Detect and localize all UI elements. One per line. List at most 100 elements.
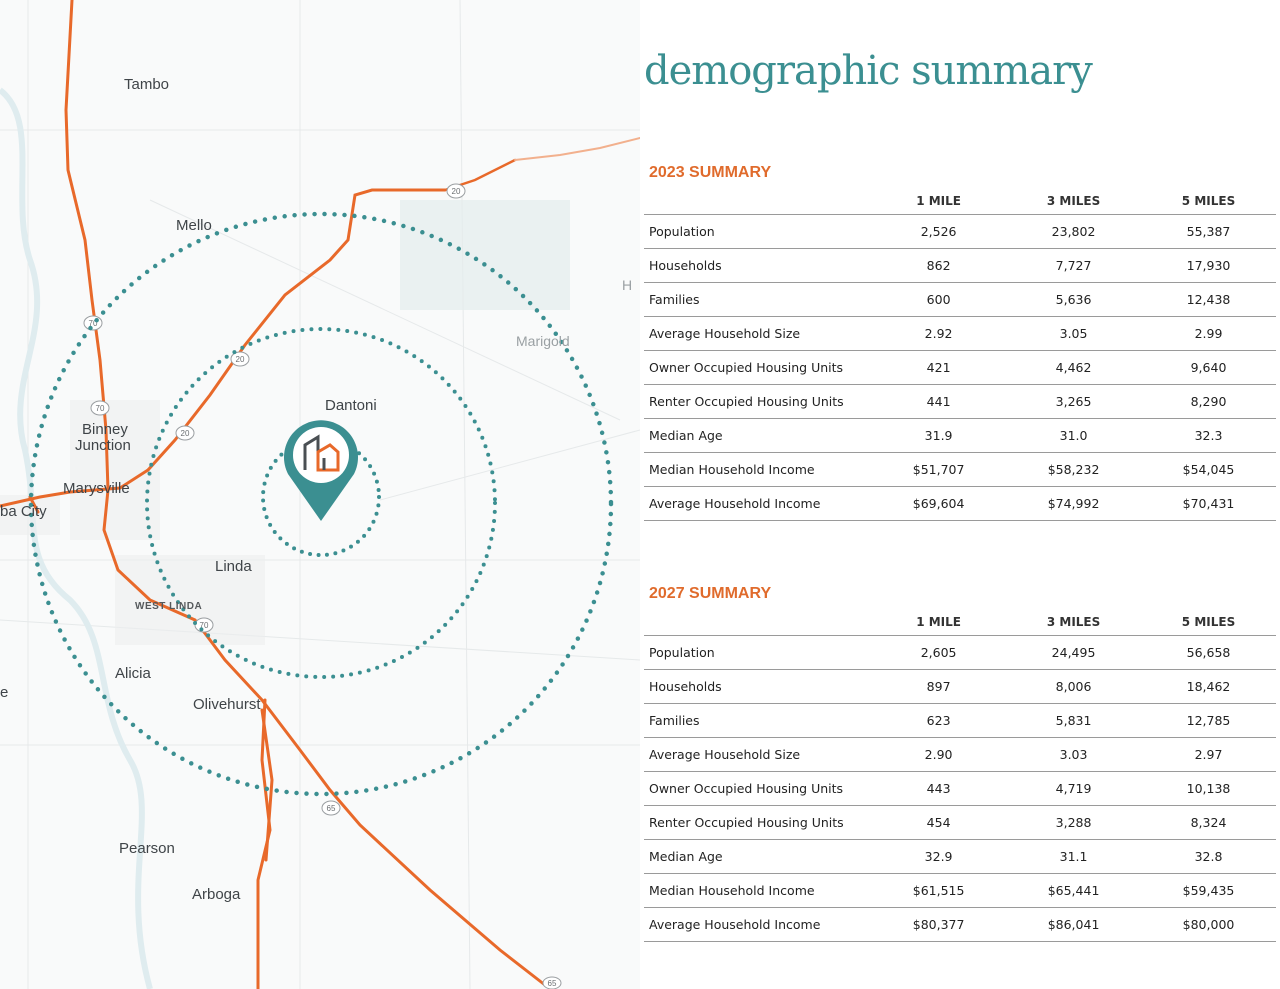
section-title-2027: 2027 SUMMARY xyxy=(649,585,772,602)
page-title: demographic summary xyxy=(644,48,1093,94)
value-3-miles: 31.0 xyxy=(1006,418,1142,453)
value-1-mile: 2.90 xyxy=(871,737,1007,772)
value-5-miles: $70,431 xyxy=(1141,486,1276,521)
column-header-label xyxy=(644,609,872,636)
value-1-mile: 441 xyxy=(871,384,1007,419)
route-shield-65: 65 xyxy=(321,800,341,816)
value-5-miles: $80,000 xyxy=(1141,907,1276,942)
value-3-miles: 3.03 xyxy=(1006,737,1142,772)
row-label: Average Household Size xyxy=(644,737,872,772)
table-row: Median Age 31.9 31.0 32.3 xyxy=(644,418,1276,453)
svg-text:70: 70 xyxy=(89,319,98,328)
value-3-miles: $58,232 xyxy=(1006,452,1142,487)
radius-ring-3-miles xyxy=(145,327,497,679)
row-label: Median Age xyxy=(644,418,872,453)
map-label-edge-h: H xyxy=(622,277,632,293)
table-row: Families 623 5,831 12,785 xyxy=(644,703,1276,738)
table-header-row: 1 MILE 3 MILES 5 MILES xyxy=(644,609,1276,636)
value-5-miles: 18,462 xyxy=(1141,669,1276,704)
location-pin-icon xyxy=(284,420,358,521)
row-label: Median Age xyxy=(644,839,872,874)
value-1-mile: 2,605 xyxy=(871,635,1007,670)
map-label-mello: Mello xyxy=(176,217,212,234)
svg-text:20: 20 xyxy=(236,355,245,364)
map-label-yuba-city: ba City xyxy=(0,503,47,520)
map-label-binney: Binney xyxy=(82,421,128,438)
value-5-miles: $59,435 xyxy=(1141,873,1276,908)
value-1-mile: 623 xyxy=(871,703,1007,738)
column-header-5-miles: 5 MILES xyxy=(1141,609,1276,636)
value-1-mile: $51,707 xyxy=(871,452,1007,487)
value-3-miles: 23,802 xyxy=(1006,214,1142,249)
value-1-mile: 897 xyxy=(871,669,1007,704)
row-label: Renter Occupied Housing Units xyxy=(644,805,872,840)
table-row: Median Household Income $61,515 $65,441 $59… xyxy=(644,873,1276,908)
row-label: Average Household Income xyxy=(644,907,872,942)
table-row: Owner Occupied Housing Units 443 4,719 10,1… xyxy=(644,771,1276,806)
value-5-miles: 17,930 xyxy=(1141,248,1276,283)
value-3-miles: $86,041 xyxy=(1006,907,1142,942)
value-1-mile: $61,515 xyxy=(871,873,1007,908)
map-label-marigold: Marigold xyxy=(516,333,570,349)
map-label-alicia: Alicia xyxy=(115,665,152,682)
value-3-miles: 5,636 xyxy=(1006,282,1142,317)
svg-text:20: 20 xyxy=(452,187,461,196)
value-5-miles: $54,045 xyxy=(1141,452,1276,487)
map-label-arboga: Arboga xyxy=(192,886,241,903)
value-5-miles: 32.3 xyxy=(1141,418,1276,453)
value-1-mile: 2,526 xyxy=(871,214,1007,249)
map-label-pearson: Pearson xyxy=(119,840,175,857)
value-5-miles: 12,438 xyxy=(1141,282,1276,317)
table-row: Population 2,526 23,802 55,387 xyxy=(644,214,1276,249)
table-row: Average Household Income $69,604 $74,992 $7… xyxy=(644,486,1276,521)
row-label: Families xyxy=(644,282,872,317)
map-background xyxy=(0,0,640,989)
value-5-miles: 8,290 xyxy=(1141,384,1276,419)
route-shield-70: 70 xyxy=(90,400,110,416)
map-label-linda: Linda xyxy=(215,558,252,575)
row-label: Median Household Income xyxy=(644,452,872,487)
value-5-miles: 12,785 xyxy=(1141,703,1276,738)
value-1-mile: 421 xyxy=(871,350,1007,385)
value-1-mile: 32.9 xyxy=(871,839,1007,874)
value-1-mile: 2.92 xyxy=(871,316,1007,351)
row-label: Population xyxy=(644,635,872,670)
map-label-tambo: Tambo xyxy=(124,76,169,93)
value-5-miles: 56,658 xyxy=(1141,635,1276,670)
marigold-area xyxy=(400,200,570,310)
value-3-miles: 4,462 xyxy=(1006,350,1142,385)
column-header-1-mile: 1 MILE xyxy=(871,188,1007,215)
table-row: Average Household Size 2.92 3.05 2.99 xyxy=(644,316,1276,351)
value-3-miles: $65,441 xyxy=(1006,873,1142,908)
value-3-miles: 8,006 xyxy=(1006,669,1142,704)
summary-panel: demographic summary 2023 SUMMARY 1 MILE … xyxy=(640,0,1280,989)
row-label: Average Household Income xyxy=(644,486,872,521)
table-row: Population 2,605 24,495 56,658 xyxy=(644,635,1276,670)
svg-text:70: 70 xyxy=(96,404,105,413)
map-label-west-linda: WEST LINDA xyxy=(135,601,202,612)
section-title-2023: 2023 SUMMARY xyxy=(649,164,772,181)
value-1-mile: 443 xyxy=(871,771,1007,806)
table-row: Renter Occupied Housing Units 441 3,265 8,2… xyxy=(644,384,1276,419)
route-shield-70: 70 xyxy=(194,617,214,633)
column-header-1-mile: 1 MILE xyxy=(871,609,1007,636)
map-label-marysville: Marysville xyxy=(63,480,130,497)
summary-2023-section: 2023 SUMMARY 1 MILE 3 MILES 5 MILES Popu… xyxy=(644,158,1276,521)
building-logo-icon xyxy=(303,434,340,472)
svg-text:65: 65 xyxy=(548,979,557,988)
value-1-mile: 600 xyxy=(871,282,1007,317)
map-label-edge-e: e xyxy=(0,684,8,701)
table-row: Average Household Size 2.90 3.03 2.97 xyxy=(644,737,1276,772)
route-shield-65: 65 xyxy=(542,976,562,989)
table-row: Renter Occupied Housing Units 454 3,288 8,3… xyxy=(644,805,1276,840)
summary-2027-rows: Population 2,605 24,495 56,658 Households 897… xyxy=(644,635,1276,942)
value-3-miles: 3,265 xyxy=(1006,384,1142,419)
table-header-row: 1 MILE 3 MILES 5 MILES xyxy=(644,188,1276,215)
summary-2023-table: 1 MILE 3 MILES 5 MILES Population 2,526 23… xyxy=(644,188,1276,521)
value-5-miles: 8,324 xyxy=(1141,805,1276,840)
row-label: Households xyxy=(644,248,872,283)
table-row: Households 897 8,006 18,462 xyxy=(644,669,1276,704)
svg-text:65: 65 xyxy=(327,804,336,813)
value-1-mile: 31.9 xyxy=(871,418,1007,453)
column-header-3-miles: 3 MILES xyxy=(1006,188,1142,215)
